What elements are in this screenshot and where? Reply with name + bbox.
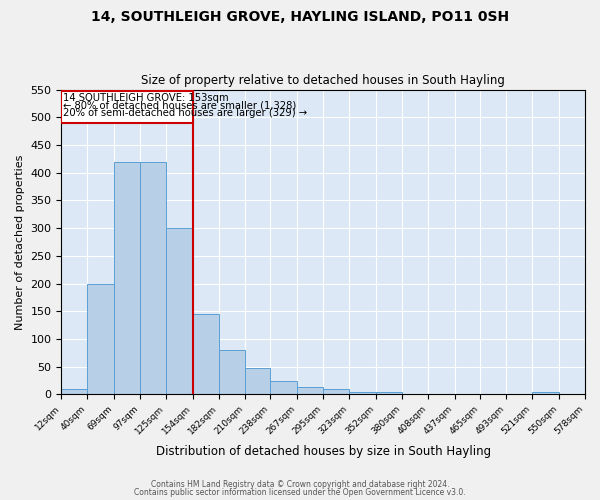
Bar [61, 389, 88, 394]
Bar [297, 386, 323, 394]
Bar [193, 314, 218, 394]
Text: 14 SOUTHLEIGH GROVE: 153sqm: 14 SOUTHLEIGH GROVE: 153sqm [63, 94, 229, 104]
Bar [245, 368, 271, 394]
Bar [532, 392, 559, 394]
Bar [61, 90, 193, 123]
Bar [376, 392, 402, 394]
Y-axis label: Number of detached properties: Number of detached properties [15, 154, 25, 330]
Bar [88, 284, 114, 395]
Bar [114, 162, 140, 394]
Bar [140, 162, 166, 394]
Bar [218, 350, 245, 395]
X-axis label: Distribution of detached houses by size in South Hayling: Distribution of detached houses by size … [155, 444, 491, 458]
Bar [166, 228, 193, 394]
Bar [271, 380, 297, 394]
Bar [323, 390, 349, 394]
Text: ← 80% of detached houses are smaller (1,328): ← 80% of detached houses are smaller (1,… [63, 100, 296, 110]
Text: 20% of semi-detached houses are larger (329) →: 20% of semi-detached houses are larger (… [63, 108, 307, 118]
Text: Contains HM Land Registry data © Crown copyright and database right 2024.: Contains HM Land Registry data © Crown c… [151, 480, 449, 489]
Title: Size of property relative to detached houses in South Hayling: Size of property relative to detached ho… [141, 74, 505, 87]
Text: 14, SOUTHLEIGH GROVE, HAYLING ISLAND, PO11 0SH: 14, SOUTHLEIGH GROVE, HAYLING ISLAND, PO… [91, 10, 509, 24]
Text: Contains public sector information licensed under the Open Government Licence v3: Contains public sector information licen… [134, 488, 466, 497]
Bar [349, 392, 376, 394]
